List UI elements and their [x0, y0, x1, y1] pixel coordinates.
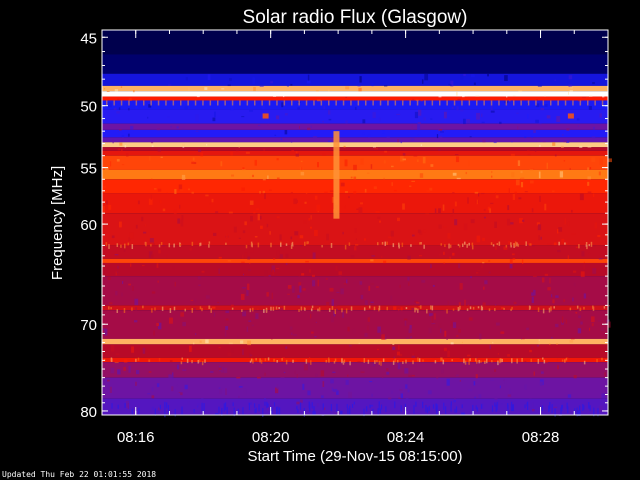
frequency-band [102, 129, 608, 138]
frequency-band [102, 377, 608, 399]
frequency-band [102, 100, 608, 110]
frequency-band [102, 258, 608, 263]
frequency-band [102, 169, 608, 180]
x-tick-label: 08:16 [117, 429, 155, 446]
event-spot [262, 113, 269, 119]
frequency-band [102, 179, 608, 194]
frequency-band [102, 155, 608, 170]
y-axis-label: Frequency [MHz] [49, 166, 66, 280]
frequency-band [102, 123, 608, 130]
frequency-band [102, 137, 608, 143]
frequency-band [102, 245, 608, 259]
plot-frame [101, 29, 609, 416]
updated-timestamp: Updated Thu Feb 22 01:01:55 2018 [2, 470, 157, 479]
frequency-band [102, 344, 608, 358]
frequency-band [102, 85, 608, 92]
y-tick-label: 70 [80, 317, 97, 334]
frequency-band [102, 357, 608, 363]
spectrogram-texture [102, 73, 612, 418]
x-axis-label: Start Time (29-Nov-15 08:15:00) [247, 448, 462, 465]
x-tick-label: 08:28 [522, 429, 560, 446]
frequency-band [102, 305, 608, 311]
x-tick-label: 08:24 [387, 429, 425, 446]
frequency-band [102, 73, 608, 86]
event-spot [567, 113, 574, 119]
frequency-band [102, 142, 608, 148]
frequency-band [102, 338, 608, 345]
chart-title: Solar radio Flux (Glasgow) [243, 7, 468, 28]
y-tick-label: 55 [80, 161, 97, 178]
frequency-band [102, 262, 608, 277]
frequency-band [102, 150, 608, 156]
x-tick-label: 08:20 [252, 429, 290, 446]
frequency-band [102, 362, 608, 378]
x-axis-ticks: 08:16 08:20 08:24 08:28 [101, 30, 609, 446]
frequency-band [102, 54, 608, 74]
frequency-band [102, 96, 608, 101]
frequency-band [102, 109, 608, 124]
frequency-band [102, 147, 608, 151]
y-tick-label: 45 [80, 30, 97, 47]
frequency-band [102, 91, 608, 97]
y-tick-label: 60 [80, 217, 97, 234]
spectrogram-plot [102, 30, 612, 418]
frequency-band [102, 193, 608, 214]
y-tick-label: 80 [80, 404, 97, 421]
frequency-band [102, 30, 608, 55]
frequency-band [102, 310, 608, 339]
frequency-band [102, 398, 608, 415]
y-tick-label: 50 [80, 99, 97, 116]
event-burst [333, 131, 340, 219]
frequency-band [102, 276, 608, 306]
